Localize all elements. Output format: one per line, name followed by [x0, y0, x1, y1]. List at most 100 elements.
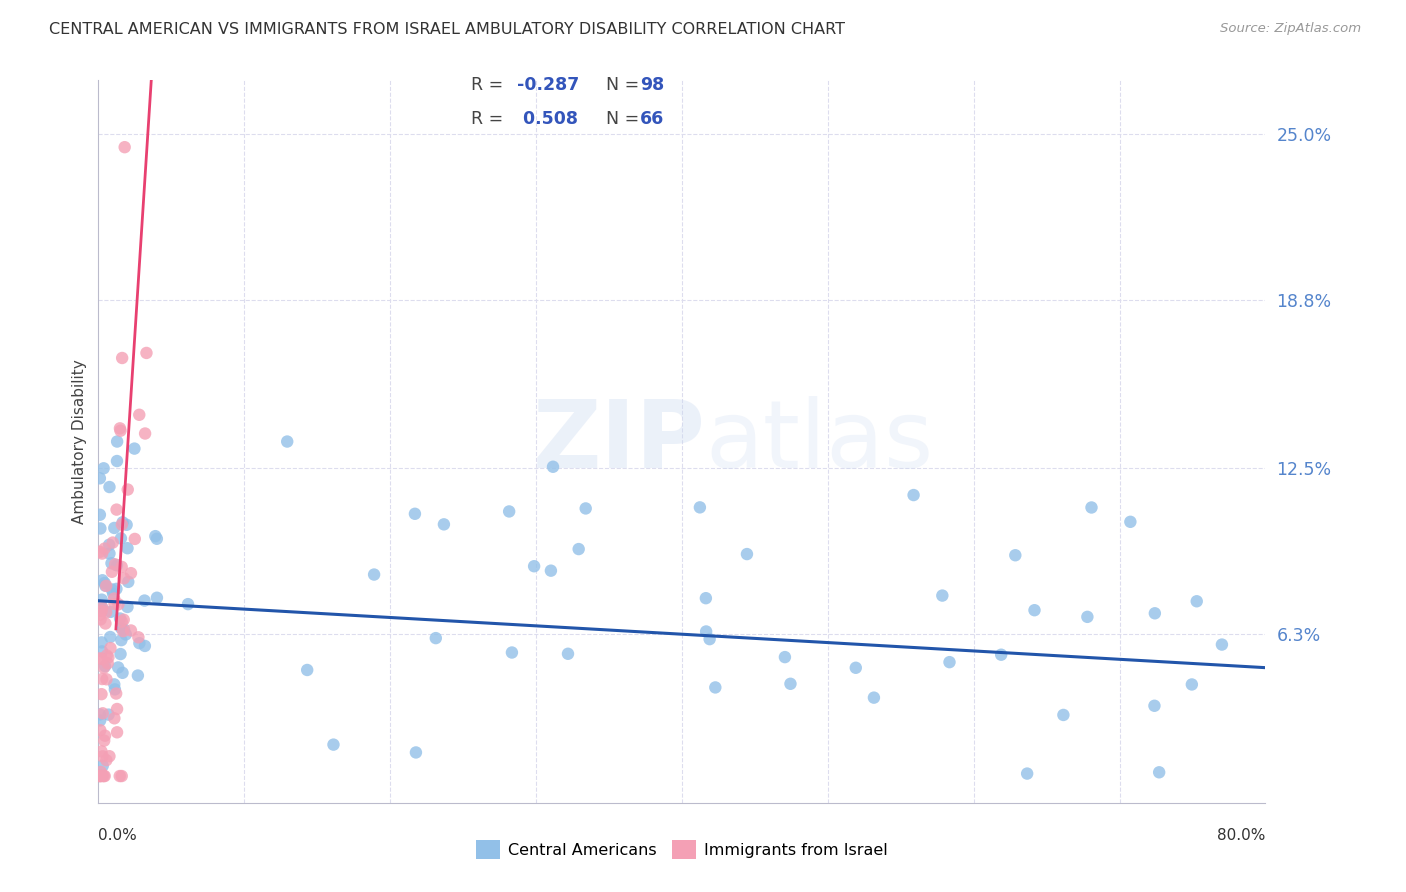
Point [540, 564, 562, 578]
Point [90, 652, 112, 666]
Point [105, 582, 128, 596]
Point [295, 663, 318, 677]
Point [89, 545, 111, 559]
Point [98, 538, 121, 552]
Point [105, 702, 128, 716]
Text: R =: R = [471, 76, 509, 94]
Text: N =: N = [595, 110, 644, 128]
Point [100, 605, 122, 619]
Point [111, 560, 134, 574]
Point [94, 729, 117, 743]
Point [120, 566, 142, 581]
Point [100, 582, 122, 597]
Point [90, 687, 112, 701]
Point [97, 650, 120, 665]
Point [124, 442, 146, 456]
Point [120, 624, 142, 638]
Point [523, 559, 546, 574]
Point [90, 592, 112, 607]
Point [100, 556, 122, 570]
Point [98, 749, 121, 764]
Point [96, 648, 118, 663]
Text: CENTRAL AMERICAN VS IMMIGRANTS FROM ISRAEL AMBULATORY DISABILITY CORRELATION CHA: CENTRAL AMERICAN VS IMMIGRANTS FROM ISRA… [49, 22, 845, 37]
Point [89, 651, 111, 665]
Point [1143, 607, 1166, 621]
Point [990, 648, 1012, 662]
Point [111, 351, 134, 365]
Point [105, 686, 128, 700]
Point [90, 744, 112, 758]
Text: Source: ZipAtlas.com: Source: ZipAtlas.com [1220, 22, 1361, 36]
Text: ZIP: ZIP [533, 395, 706, 488]
Point [110, 532, 132, 546]
Point [91, 672, 114, 686]
Point [105, 725, 128, 739]
Point [94, 579, 117, 593]
Point [93, 661, 115, 675]
Point [105, 502, 128, 516]
Point [117, 483, 139, 497]
Point [94, 659, 117, 673]
Point [143, 529, 166, 543]
Point [93, 769, 115, 783]
Point [89, 714, 111, 728]
Point [1211, 638, 1233, 652]
Point [938, 655, 960, 669]
Point [111, 615, 134, 629]
Point [146, 532, 169, 546]
Point [704, 681, 727, 695]
Text: R =: R = [471, 110, 509, 128]
Point [90, 764, 112, 779]
Point [433, 517, 456, 532]
Point [498, 504, 520, 518]
Point [111, 769, 134, 783]
Point [699, 632, 721, 647]
Point [91, 769, 114, 783]
Point [89, 599, 111, 614]
Point [363, 567, 385, 582]
Point [96, 673, 118, 687]
Text: 0.508: 0.508 [517, 110, 578, 128]
Point [779, 677, 801, 691]
Point [101, 535, 124, 549]
Point [1080, 500, 1102, 515]
Text: 98: 98 [640, 76, 664, 94]
Point [103, 591, 125, 606]
Text: 0.0%: 0.0% [98, 828, 138, 843]
Point [111, 665, 134, 680]
Text: 66: 66 [640, 110, 664, 128]
Point [276, 434, 298, 449]
Point [91, 600, 114, 615]
Point [127, 668, 149, 682]
Point [1147, 765, 1170, 780]
Point [1076, 610, 1098, 624]
Point [96, 605, 118, 619]
Point [103, 711, 125, 725]
Point [90, 612, 112, 626]
Point [94, 616, 117, 631]
Point [91, 574, 114, 588]
Text: atlas: atlas [706, 395, 934, 488]
Point [557, 647, 579, 661]
Point [124, 532, 146, 546]
Point [98, 630, 121, 644]
Point [541, 459, 564, 474]
Point [103, 521, 125, 535]
Point [104, 558, 127, 572]
Point [134, 639, 156, 653]
Point [93, 769, 115, 783]
Point [128, 636, 150, 650]
Point [177, 597, 200, 611]
Point [1143, 698, 1166, 713]
Point [105, 434, 128, 449]
Point [91, 706, 114, 721]
Point [98, 547, 121, 561]
Point [773, 650, 796, 665]
Point [89, 471, 111, 485]
Point [117, 574, 139, 589]
Point [568, 542, 591, 557]
Text: N =: N = [595, 76, 644, 94]
Point [695, 591, 717, 606]
Point [117, 541, 139, 556]
Point [98, 480, 121, 494]
